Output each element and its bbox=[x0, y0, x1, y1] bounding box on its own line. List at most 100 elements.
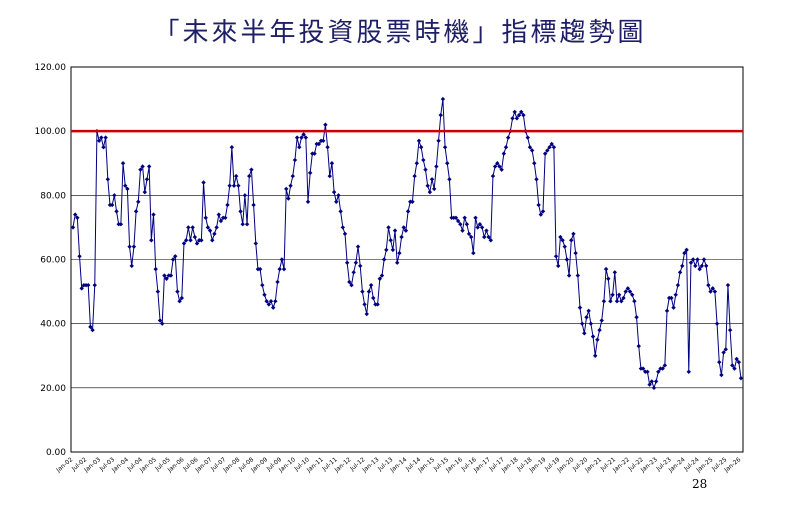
data-point bbox=[162, 273, 167, 278]
data-point bbox=[153, 266, 158, 272]
data-point bbox=[475, 225, 480, 230]
data-point bbox=[362, 302, 367, 307]
data-point bbox=[192, 234, 198, 240]
data-point bbox=[669, 295, 674, 301]
data-point bbox=[488, 238, 493, 243]
data-point bbox=[377, 276, 383, 281]
data-point bbox=[325, 145, 330, 150]
data-point bbox=[260, 282, 265, 288]
data-point bbox=[229, 145, 235, 150]
data-point bbox=[381, 257, 387, 262]
data-point bbox=[88, 324, 93, 330]
data-point bbox=[236, 183, 241, 188]
data-point bbox=[109, 202, 115, 208]
data-point bbox=[577, 305, 583, 310]
data-point bbox=[721, 350, 726, 355]
data-point bbox=[140, 164, 145, 169]
data-point bbox=[586, 308, 591, 314]
data-point bbox=[603, 266, 609, 272]
data-point bbox=[482, 234, 487, 240]
data-point bbox=[736, 359, 742, 365]
data-point bbox=[501, 151, 507, 156]
data-point bbox=[238, 209, 243, 214]
data-point bbox=[671, 305, 676, 310]
data-point bbox=[442, 145, 448, 150]
data-point bbox=[551, 145, 557, 150]
data-point bbox=[660, 366, 665, 371]
data-point bbox=[99, 135, 104, 140]
data-point bbox=[719, 372, 724, 378]
data-point bbox=[168, 273, 174, 278]
data-point bbox=[516, 112, 522, 118]
data-point bbox=[72, 212, 78, 217]
data-point bbox=[440, 96, 446, 102]
data-point bbox=[181, 241, 187, 246]
data-point bbox=[540, 209, 546, 214]
data-point bbox=[249, 167, 254, 172]
data-point bbox=[355, 244, 361, 249]
data-point bbox=[349, 282, 354, 288]
data-point bbox=[257, 266, 263, 272]
data-point bbox=[273, 299, 278, 304]
data-point bbox=[521, 112, 526, 118]
data-point bbox=[316, 141, 322, 147]
data-point bbox=[90, 327, 95, 333]
data-point bbox=[595, 337, 600, 342]
data-point bbox=[573, 250, 578, 256]
data-point bbox=[266, 302, 272, 307]
data-point bbox=[183, 238, 189, 243]
data-point bbox=[434, 164, 439, 169]
data-point bbox=[601, 299, 607, 304]
data-point bbox=[170, 257, 176, 262]
data-point bbox=[649, 379, 654, 384]
data-point bbox=[133, 209, 139, 214]
data-point bbox=[569, 238, 574, 243]
data-point bbox=[673, 292, 678, 297]
data-point bbox=[547, 145, 552, 150]
data-point bbox=[125, 186, 130, 192]
data-point bbox=[647, 382, 652, 387]
data-point bbox=[303, 135, 309, 140]
data-point bbox=[207, 228, 213, 233]
page-number: 28 bbox=[692, 477, 708, 491]
data-point bbox=[225, 202, 230, 208]
data-point bbox=[388, 238, 393, 243]
data-point bbox=[697, 266, 702, 272]
data-point bbox=[462, 215, 467, 220]
data-point bbox=[680, 263, 685, 269]
data-point bbox=[384, 247, 389, 253]
data-point bbox=[636, 343, 641, 349]
data-point bbox=[164, 276, 169, 281]
data-point bbox=[397, 250, 402, 256]
y-tick-label: 0.00 bbox=[46, 448, 66, 458]
data-point bbox=[510, 116, 515, 121]
data-point bbox=[129, 263, 134, 269]
data-point bbox=[336, 193, 341, 198]
y-tick-label: 40.00 bbox=[40, 320, 66, 330]
data-point bbox=[455, 218, 461, 224]
data-point bbox=[371, 295, 376, 301]
data-point bbox=[612, 270, 617, 275]
data-point bbox=[390, 247, 396, 253]
data-point bbox=[279, 257, 285, 262]
data-point bbox=[695, 257, 700, 262]
data-point bbox=[244, 222, 250, 227]
data-point bbox=[75, 215, 80, 220]
data-point bbox=[477, 222, 483, 227]
data-point bbox=[251, 202, 256, 208]
data-point bbox=[484, 228, 489, 233]
data-point bbox=[512, 109, 517, 115]
data-point bbox=[131, 244, 137, 249]
data-point bbox=[205, 225, 211, 230]
data-point bbox=[701, 257, 707, 262]
data-point bbox=[625, 286, 631, 291]
data-point bbox=[553, 254, 559, 259]
data-point bbox=[560, 238, 565, 243]
data-point bbox=[471, 250, 476, 256]
data-point bbox=[662, 363, 668, 368]
data-point bbox=[468, 234, 474, 240]
chart-title: 「未來半年投資股票時機」指標趨勢圖 bbox=[153, 18, 647, 48]
data-point bbox=[527, 145, 533, 150]
data-point bbox=[640, 366, 646, 371]
